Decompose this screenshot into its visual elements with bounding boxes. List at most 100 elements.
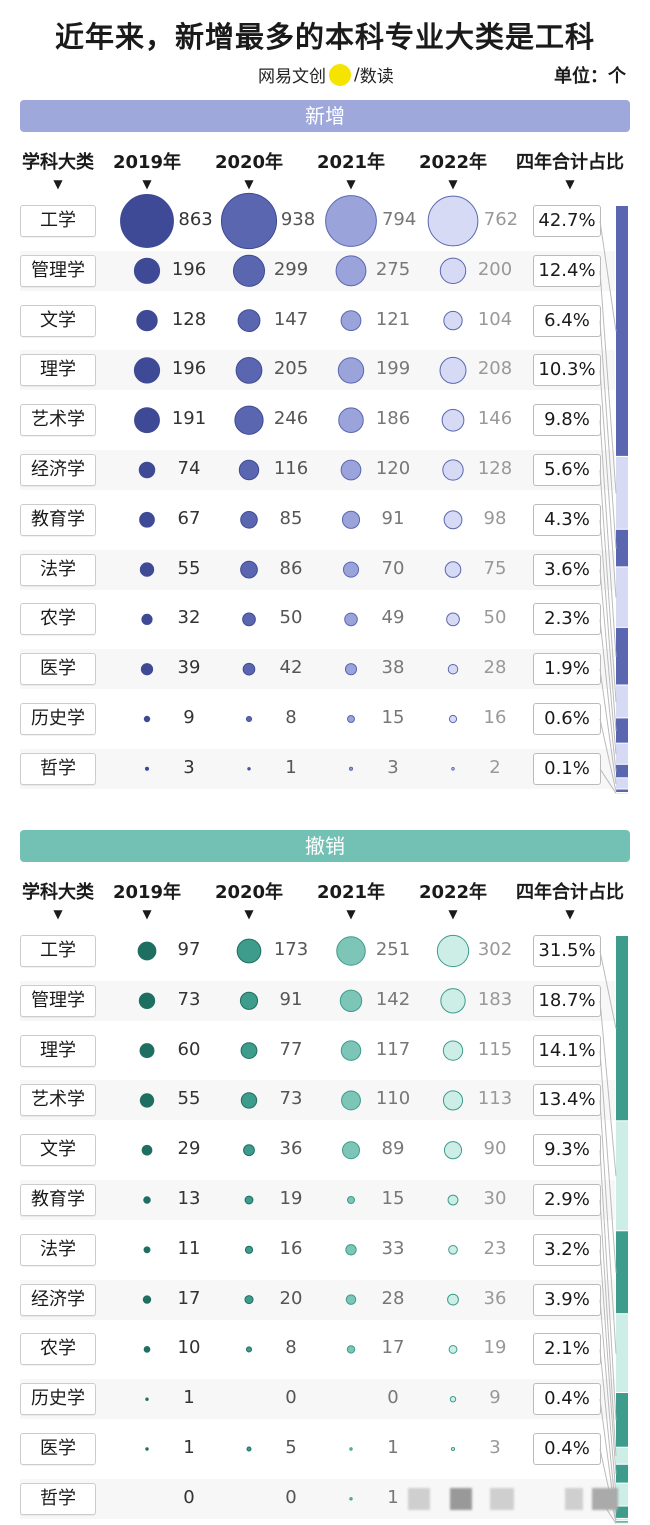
value-bubble <box>138 461 156 479</box>
share-bar-segment <box>616 1231 628 1314</box>
value-bubble <box>342 561 360 578</box>
value-label: 196 <box>171 258 207 280</box>
value-bubble <box>240 511 258 529</box>
row-stripe <box>20 1180 615 1220</box>
category-label: 管理学 <box>20 984 96 1017</box>
share-connector <box>599 718 617 792</box>
row-stripe <box>20 980 615 1021</box>
value-bubble <box>427 195 479 247</box>
value-label: 128 <box>477 458 513 479</box>
share-bar-segment <box>616 1464 628 1483</box>
value-bubble <box>142 1295 152 1304</box>
value-label: 3 <box>387 756 399 778</box>
column-header-label: 四年合计占比 <box>516 152 624 173</box>
column-header-label: 学科大类 <box>22 882 94 903</box>
value-label: 183 <box>477 988 513 1010</box>
share-percent: 3.2% <box>533 1233 601 1266</box>
value-label: 299 <box>273 258 309 280</box>
category-label: 艺术学 <box>20 1084 96 1117</box>
value-bubble <box>340 459 362 481</box>
share-bar-segment <box>616 685 628 718</box>
share-percent: 12.4% <box>533 254 601 287</box>
category-label: 历史学 <box>20 1383 96 1416</box>
share-connector <box>599 1150 617 1421</box>
value-label: 15 <box>381 707 405 728</box>
value-bubble <box>440 988 466 1014</box>
value-bubble <box>443 310 463 331</box>
value-label: 32 <box>177 607 201 629</box>
value-label: 9 <box>489 1387 501 1409</box>
category-label: 医学 <box>20 653 96 686</box>
value-label: 67 <box>177 507 201 529</box>
unit-label: 单位：个 <box>554 66 626 87</box>
value-bubble <box>244 1195 254 1205</box>
value-bubble <box>220 192 278 250</box>
share-percent: 18.7% <box>533 984 601 1017</box>
category-label: 哲学 <box>20 1482 96 1515</box>
down-arrow-icon: ▼ <box>565 907 575 921</box>
value-label: 49 <box>381 607 405 629</box>
value-label: 762 <box>483 209 519 230</box>
value-bubble <box>325 195 377 247</box>
share-connector <box>599 1050 617 1273</box>
row-stripe <box>20 450 615 490</box>
share-bar-segment <box>616 567 628 627</box>
share-connector <box>599 1000 617 1177</box>
value-bubble <box>133 257 161 284</box>
share-connector <box>599 469 617 702</box>
source-left: 网易文创 <box>258 67 326 87</box>
row-stripe <box>20 549 615 590</box>
down-arrow-icon: ▼ <box>142 177 152 191</box>
value-bubble <box>342 1141 360 1160</box>
category-label: 农学 <box>20 1333 96 1366</box>
value-label: 39 <box>177 657 201 679</box>
value-label: 10 <box>177 1337 201 1359</box>
value-label: 147 <box>273 308 309 330</box>
value-bubble <box>144 766 150 771</box>
value-bubble <box>120 194 174 248</box>
value-bubble <box>143 715 151 723</box>
value-label: 173 <box>273 939 309 960</box>
share-percent: 0.4% <box>533 1433 601 1465</box>
value-label: 73 <box>279 1088 303 1110</box>
row-stripe <box>20 1379 615 1420</box>
down-arrow-icon: ▼ <box>448 907 458 921</box>
share-connector <box>599 370 617 598</box>
category-label: 历史学 <box>20 703 96 735</box>
value-bubble <box>449 1396 457 1403</box>
value-label: 199 <box>375 358 411 380</box>
value-label: 70 <box>381 557 405 579</box>
value-bubble <box>143 1196 151 1204</box>
value-label: 3 <box>183 756 195 778</box>
value-bubble <box>340 310 362 332</box>
value-bubble <box>442 1040 464 1061</box>
value-bubble <box>137 941 157 961</box>
value-bubble <box>439 257 467 285</box>
share-connector <box>599 270 617 494</box>
share-percent: 2.1% <box>533 1333 601 1366</box>
value-bubble <box>450 1446 456 1452</box>
share-connector <box>599 1199 617 1457</box>
category-label: 法学 <box>20 1233 96 1266</box>
value-label: 90 <box>483 1138 507 1160</box>
column-header-label: 四年合计占比 <box>516 882 624 903</box>
share-percent: 6.4% <box>533 304 601 337</box>
value-bubble <box>139 511 155 528</box>
value-label: 0 <box>285 1486 297 1508</box>
value-bubble <box>138 992 156 1009</box>
value-label: 200 <box>477 258 513 280</box>
down-arrow-icon: ▼ <box>346 177 356 191</box>
value-bubble <box>447 663 459 675</box>
value-bubble <box>247 767 251 771</box>
value-bubble <box>447 1293 459 1306</box>
share-bar-segment <box>616 764 628 778</box>
value-bubble <box>133 357 161 384</box>
category-label: 教育学 <box>20 503 96 536</box>
share-connector <box>599 220 617 332</box>
value-label: 1 <box>387 1486 399 1508</box>
value-label: 33 <box>381 1237 405 1259</box>
share-bar-segment <box>616 529 628 567</box>
category-label: 工学 <box>20 935 96 967</box>
value-label: 246 <box>273 408 309 430</box>
share-bar-segment <box>616 1523 628 1525</box>
